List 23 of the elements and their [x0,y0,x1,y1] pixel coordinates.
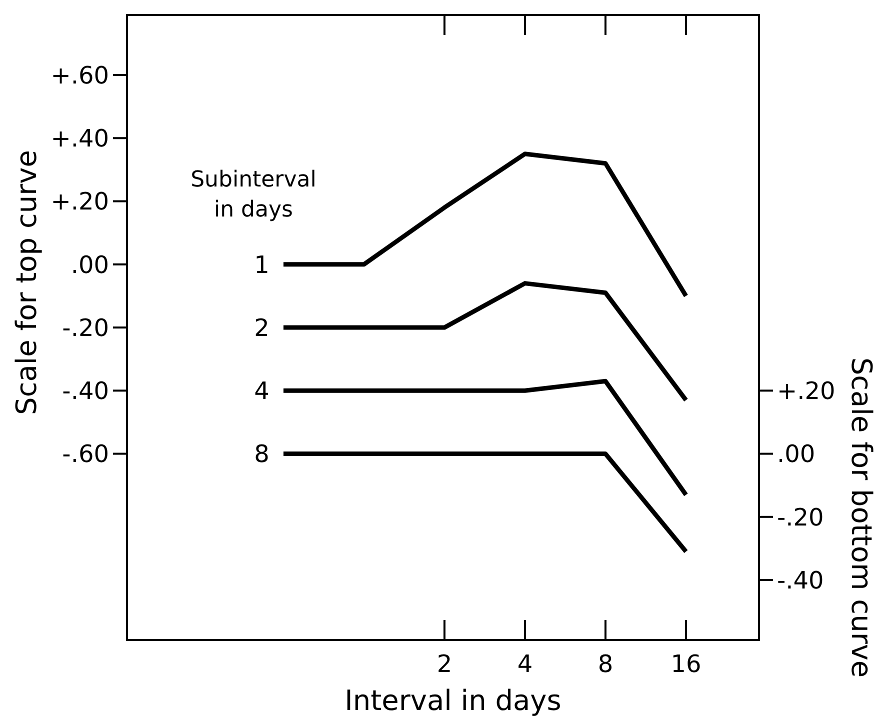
x-tick-label: 8 [598,650,614,678]
y-tick-label: +.20 [50,188,109,216]
series-label: 2 [254,314,270,342]
x-axis-title: Interval in days [344,684,562,717]
series-label: 1 [254,250,270,279]
y-tick-label: .00 [70,250,109,279]
series-label: 8 [254,440,270,468]
x-tick-label: 2 [436,650,452,678]
x-tick-label: 4 [517,650,533,678]
y-tick-label: -.40 [62,377,109,406]
y-tick-label: +.40 [50,124,109,153]
y2-tick-label: -.40 [777,566,824,594]
x-tick-label: 16 [670,650,702,678]
y-tick-label: -.60 [62,440,109,468]
y2-tick-label: .00 [777,440,816,468]
y2-tick-label: -.20 [777,503,824,532]
legend-title: Subinterval in days [190,167,316,222]
y-tick-label: -.20 [62,314,109,342]
y2-tick-label: +.20 [777,377,836,406]
y-tick-label: +.60 [50,61,109,90]
y-axis-title: Scale for top curve [10,150,43,415]
y2-axis-title: Scale for bottom curve [845,357,878,678]
series-label: 4 [254,377,270,406]
